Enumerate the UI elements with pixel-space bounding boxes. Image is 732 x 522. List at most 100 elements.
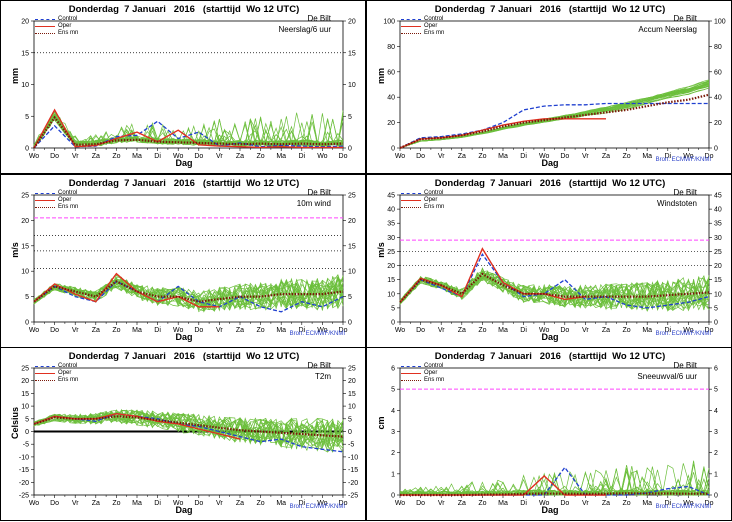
y-tick-label-right: 30 [714, 235, 722, 242]
variable-label: Neerslag/6 uur [279, 25, 331, 34]
legend-item-ensmn: Ens mn [35, 204, 78, 211]
y-tick-label-left: 0 [391, 493, 395, 500]
y-tick-label-right: 10 [348, 404, 356, 411]
y-tick-label-right: -25 [348, 493, 358, 500]
ensemble-member-line [400, 84, 709, 148]
legend-label: Control [424, 363, 443, 370]
y-tick-label-left: 0 [25, 320, 29, 327]
source-label: Bron: ECMWF/KNMI [656, 331, 711, 337]
legend-label: Ens mn [424, 30, 444, 37]
y-tick-label-left: 0 [25, 429, 29, 436]
y-tick-label-right: 10 [348, 269, 356, 276]
variable-label: 10m wind [297, 199, 331, 208]
y-tick-label-right: 15 [348, 391, 356, 398]
y-tick-label-left: 20 [21, 19, 29, 26]
y-tick-label-left: 4 [391, 408, 395, 415]
y-tick-label-right: 25 [348, 193, 356, 200]
legend-label: Oper [58, 23, 71, 30]
legend-item-oper: Oper [35, 370, 78, 377]
legend-swatch [35, 19, 55, 20]
y-tick-label-right: -20 [348, 480, 358, 487]
variable-label: Windstoten [657, 199, 697, 208]
y-tick-label-left: -15 [19, 467, 29, 474]
y-tick-label-right: 6 [714, 366, 718, 373]
legend-item-oper: Oper [401, 197, 444, 204]
series-ensmn [400, 95, 709, 148]
location-label: De Bilt [673, 361, 697, 370]
y-tick-label-right: 4 [714, 408, 718, 415]
legend-swatch [401, 26, 421, 27]
y-tick-label-left: 1 [391, 471, 395, 478]
y-tick-label-left: 45 [387, 193, 395, 200]
location-label: De Bilt [307, 188, 331, 197]
source-label: Bron: ECMWF/KNMI [290, 504, 345, 510]
legend-item-ensmn: Ens mn [35, 377, 78, 384]
y-tick-label-left: -5 [23, 442, 29, 449]
y-tick-label-left: -20 [19, 480, 29, 487]
legend-label: Oper [424, 370, 437, 377]
y-tick-label-right: 20 [348, 19, 356, 26]
y-tick-label-right: 15 [714, 277, 722, 284]
y-tick-label-right: 40 [714, 207, 722, 214]
y-tick-label-left: 10 [21, 82, 29, 89]
y-axis-label: cm [376, 403, 386, 443]
y-tick-label-right: 1 [714, 471, 718, 478]
x-axis-label: Dag [1, 158, 367, 168]
legend-swatch [401, 19, 421, 20]
y-tick-label-left: 40 [387, 95, 395, 102]
legend-swatch [35, 200, 55, 201]
legend-label: Oper [424, 197, 437, 204]
y-tick-label-left: 6 [391, 366, 395, 373]
legend-item-ensmn: Ens mn [401, 377, 444, 384]
y-tick-label-left: 35 [387, 221, 395, 228]
legend-item-control: Control [401, 16, 444, 23]
legend-label: Oper [58, 197, 71, 204]
legend-item-ensmn: Ens mn [401, 204, 444, 211]
y-tick-label-left: 30 [387, 235, 395, 242]
y-tick-label-right: 10 [348, 82, 356, 89]
y-tick-label-left: 25 [21, 366, 29, 373]
y-tick-label-left: 10 [387, 291, 395, 298]
y-tick-label-left: 15 [21, 243, 29, 250]
y-tick-label-left: 0 [391, 146, 395, 153]
y-axis-label: mm [376, 56, 386, 96]
y-tick-label-right: 0 [348, 320, 352, 327]
series-oper [400, 119, 606, 148]
y-tick-label-right: 0 [714, 493, 718, 500]
y-tick-label-left: 5 [391, 387, 395, 394]
legend-item-ensmn: Ens mn [35, 30, 78, 37]
y-tick-label-right: 2 [714, 450, 718, 457]
legend-swatch [35, 33, 55, 34]
legend-item-oper: Oper [401, 23, 444, 30]
legend-swatch [401, 373, 421, 374]
legend-label: Ens mn [58, 204, 78, 211]
y-tick-label-right: 45 [714, 193, 722, 200]
y-tick-label-left: 20 [21, 378, 29, 385]
y-tick-label-left: 20 [21, 218, 29, 225]
series-control [400, 104, 709, 149]
legend-swatch [35, 26, 55, 27]
legend-swatch [401, 207, 421, 208]
location-label: De Bilt [673, 188, 697, 197]
legend-swatch [401, 366, 421, 367]
legend-label: Ens mn [424, 204, 444, 211]
y-tick-label-right: 80 [714, 44, 722, 51]
legend-label: Oper [58, 370, 71, 377]
legend-label: Oper [424, 23, 437, 30]
legend-item-oper: Oper [35, 197, 78, 204]
y-tick-label-right: 3 [714, 429, 718, 436]
source-label: Bron: ECMWF/KNMI [656, 157, 711, 163]
location-label: De Bilt [307, 361, 331, 370]
legend-swatch [35, 373, 55, 374]
legend-item-control: Control [401, 363, 444, 370]
y-tick-label-right: 15 [348, 243, 356, 250]
legend-swatch [35, 366, 55, 367]
y-tick-label-right: 5 [714, 305, 718, 312]
legend-swatch [401, 33, 421, 34]
